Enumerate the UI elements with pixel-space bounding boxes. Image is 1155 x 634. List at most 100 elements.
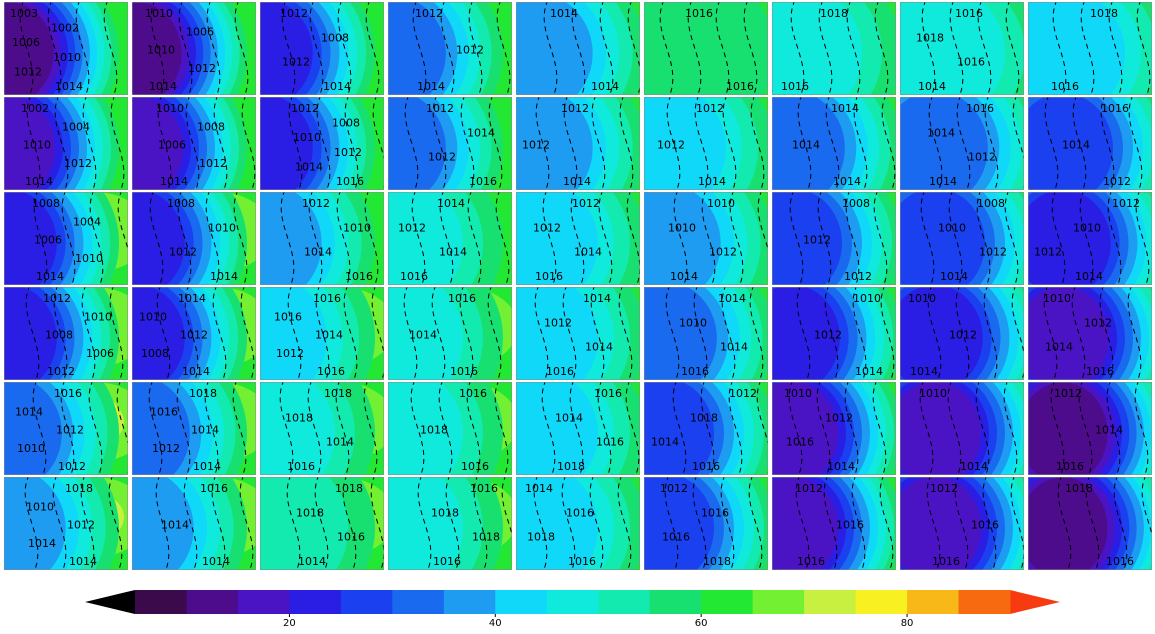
contour-label: 1016 (662, 531, 690, 544)
contour-line (501, 477, 512, 570)
contour-label: 1004 (73, 215, 101, 228)
contour-label: 1012 (1054, 387, 1082, 400)
map-panel: 1012 1008 1010 1012 1014 1016 (260, 97, 384, 190)
contour-line (949, 2, 964, 95)
contour-label: 1014 (720, 341, 748, 354)
contour-line (823, 477, 838, 570)
contour-line (757, 192, 768, 285)
low-zone (516, 192, 598, 285)
low-zone (1028, 97, 1113, 190)
contour-label: 1014 (25, 175, 53, 188)
contour-label: 1016 (461, 460, 489, 473)
contour-line (336, 192, 351, 285)
contour-label: 1014 (583, 292, 611, 305)
contour-label: 1010 (26, 500, 54, 513)
contour-line (543, 2, 558, 95)
low-zone (132, 382, 190, 475)
contour-line (439, 192, 454, 285)
contour-label: 1010 (1043, 292, 1071, 305)
contour-line (148, 382, 163, 475)
contour-label: 1008 (977, 197, 1005, 210)
contour-label: 1016 (1101, 102, 1129, 115)
contour-line (825, 97, 840, 190)
contour-label: 1014 (1095, 424, 1123, 437)
map-panel: 1014 1016 1018 1016 (516, 477, 640, 570)
contour-line (445, 477, 460, 570)
contour-label: 1002 (21, 102, 49, 115)
contour-label: 1012 (814, 329, 842, 342)
contour-line (156, 287, 171, 380)
map-panel: 1016 1014 1014 (132, 477, 256, 570)
contour-line (279, 382, 294, 475)
contour-line (975, 382, 990, 475)
map-panel: 1014 1014 1014 (772, 97, 896, 190)
contour-line (570, 192, 585, 285)
contour-label: 1016 (971, 519, 999, 532)
contour-line (410, 382, 425, 475)
map-panel: 1016 1014 1016 (388, 287, 512, 380)
contour-line (591, 97, 606, 190)
contour-label: 1016 (781, 80, 809, 93)
contour-line (496, 2, 511, 95)
contour-line (494, 382, 509, 475)
colorbar-box (649, 590, 702, 614)
map-panel: 1012 1016 1016 (772, 477, 896, 570)
contour-line (571, 2, 586, 95)
contour-label: 1016 (200, 482, 228, 495)
contour-line (789, 192, 804, 285)
map-panel: 1012 1016 1016 1018 (644, 477, 768, 570)
contour-label: 1018 (420, 424, 448, 437)
contour-label: 1014 (651, 436, 679, 449)
contour-line (1052, 2, 1067, 95)
contour-label: 1016 (287, 460, 315, 473)
contour-label: 1018 (703, 555, 731, 568)
contour-line (417, 477, 432, 570)
contour-line (597, 382, 612, 475)
contour-line (1004, 192, 1019, 285)
contour-line (183, 477, 198, 570)
contour-line (33, 192, 48, 285)
contour-label: 1014 (698, 175, 726, 188)
contour-label: 1014 (670, 270, 698, 283)
contour-line (19, 2, 34, 95)
contour-line (816, 382, 831, 475)
contour-label: 1016 (150, 405, 178, 418)
contour-line (337, 2, 352, 95)
contour-label: 1008 (167, 197, 195, 210)
contour-line (468, 2, 483, 95)
contour-label: 1008 (197, 120, 225, 133)
contour-line (983, 287, 998, 380)
map-panel: 1010 1010 1012 1014 (644, 192, 768, 285)
low-zone (516, 97, 593, 190)
contour-label: 1016 (681, 365, 709, 378)
contour-line (1085, 477, 1100, 570)
contour-line (541, 382, 556, 475)
contour-label: 1014 (563, 175, 591, 188)
contour-line (1011, 287, 1024, 380)
map-panel: 1010 1006 1010 1012 1014 (132, 2, 256, 95)
contour-label: 1016 (836, 519, 864, 532)
contour-label: 1012 (280, 7, 308, 20)
colorbar-box (701, 590, 754, 614)
contour-line (363, 382, 378, 475)
contour-label: 1012 (979, 246, 1007, 259)
contour-line (589, 477, 604, 570)
low-zone (1028, 287, 1109, 380)
colorbar-box (340, 590, 393, 614)
contour-line (487, 287, 502, 380)
contour-line (24, 477, 39, 570)
contour-line (729, 192, 744, 285)
contour-line (852, 287, 867, 380)
contour-label: 1012 (169, 246, 197, 259)
contour-line (665, 287, 680, 380)
low-zone (4, 192, 57, 285)
contour-label: 1010 (853, 292, 881, 305)
contour-line (1010, 477, 1024, 570)
contour-label: 1016 (568, 555, 596, 568)
contour-label: 1018 (916, 31, 944, 44)
contour-label: 1016 (957, 56, 985, 69)
contour-label: 1012 (188, 62, 216, 75)
contour-label: 1012 (180, 329, 208, 342)
contour-label: 1016 (317, 365, 345, 378)
